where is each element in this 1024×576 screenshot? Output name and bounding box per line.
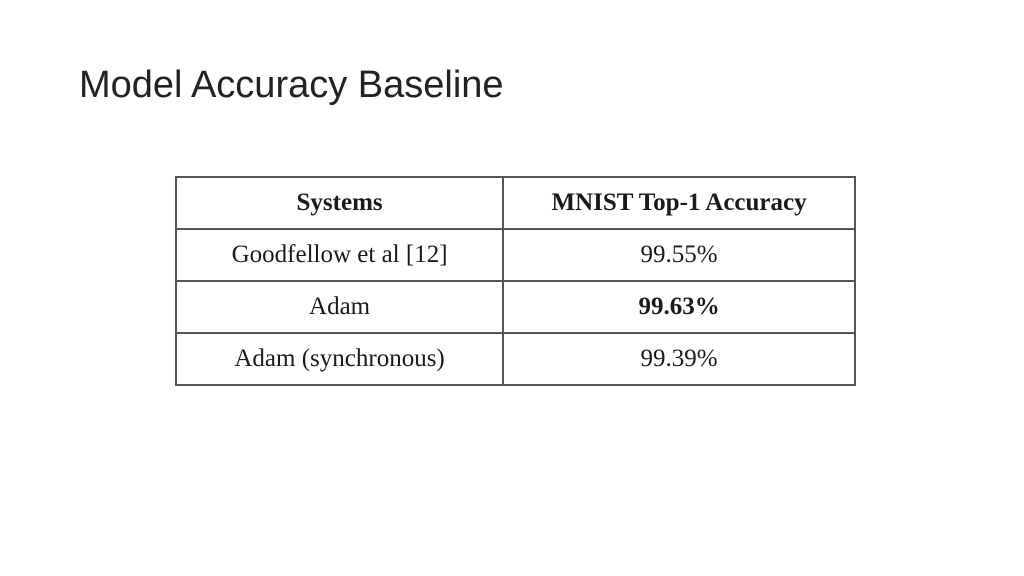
cell-system: Adam (synchronous) <box>174 332 505 386</box>
table-row: Adam 99.63% <box>174 280 856 334</box>
table-row: Adam (synchronous) 99.39% <box>174 332 856 386</box>
cell-accuracy: 99.39% <box>502 332 856 386</box>
cell-accuracy: 99.55% <box>502 228 856 282</box>
header-accuracy: MNIST Top-1 Accuracy <box>502 176 856 230</box>
cell-system: Goodfellow et al [12] <box>174 228 505 282</box>
results-table: Systems MNIST Top-1 Accuracy Goodfellow … <box>174 176 856 386</box>
table-row: Goodfellow et al [12] 99.55% <box>174 228 856 282</box>
cell-accuracy-best: 99.63% <box>502 280 856 334</box>
cell-system: Adam <box>174 280 505 334</box>
slide-title: Model Accuracy Baseline <box>79 64 504 106</box>
table-header-row: Systems MNIST Top-1 Accuracy <box>174 176 856 230</box>
header-systems: Systems <box>174 176 505 230</box>
